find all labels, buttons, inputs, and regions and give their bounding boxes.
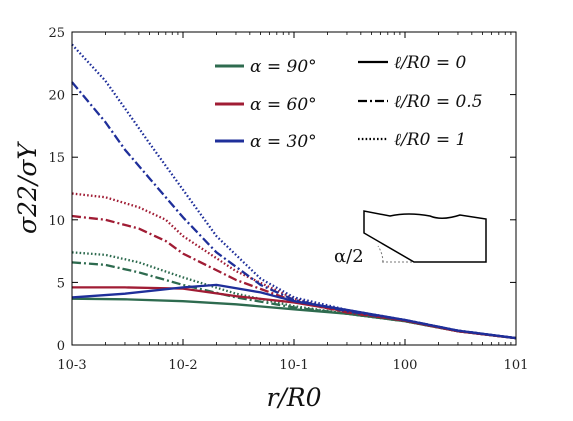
- y-tick-label: 20: [48, 89, 65, 104]
- wedge-inset-diagram: α/2: [334, 210, 487, 267]
- series-line-6: [71, 192, 517, 340]
- x-tick-label: 10-3: [57, 358, 86, 373]
- legend-style-label: ℓ/R0 = 0: [394, 53, 466, 73]
- tick-labels: 10-3 10-2 10-1 100 101 0 5 10 15 20 25 r/R0 σ22/σY: [13, 26, 528, 412]
- series-layer: [71, 43, 517, 340]
- series-line-3: [71, 251, 517, 340]
- legend-style-label: ℓ/R0 = 1: [394, 130, 466, 150]
- legend: α = 90° α = 60° α = 30° ℓ/R0 = 0 ℓ/R0 = 0.5 ℓ…: [215, 53, 483, 152]
- y-tick-label: 25: [48, 26, 65, 41]
- legend-style-label: ℓ/R0 = 0.5: [394, 92, 483, 112]
- x-tick-label: 101: [504, 358, 529, 373]
- series-line-5: [71, 214, 517, 340]
- x-tick-label: 10-1: [279, 358, 308, 373]
- inset-angle-label: α/2: [334, 246, 364, 267]
- y-tick-label: 0: [57, 339, 65, 354]
- y-tick-label: 15: [48, 151, 65, 166]
- series-line-8: [71, 81, 517, 340]
- x-tick-label: 10-2: [168, 358, 197, 373]
- legend-color-label: α = 90°: [250, 57, 317, 77]
- series-line-1: [71, 297, 517, 340]
- y-axis-label: σ22/σY: [13, 141, 42, 234]
- angle-arc: [377, 245, 384, 263]
- plot-frame: [71, 31, 517, 346]
- legend-color-label: α = 60°: [250, 95, 317, 115]
- y-tick-label: 5: [57, 276, 65, 291]
- axes-layer: [71, 31, 517, 346]
- wedge-outline: [363, 210, 487, 263]
- x-tick-label: 100: [393, 358, 418, 373]
- x-axis-label: r/R0: [266, 383, 321, 412]
- y-tick-label: 10: [48, 214, 65, 229]
- series-line-9: [71, 43, 517, 340]
- legend-color-label: α = 30°: [250, 132, 317, 152]
